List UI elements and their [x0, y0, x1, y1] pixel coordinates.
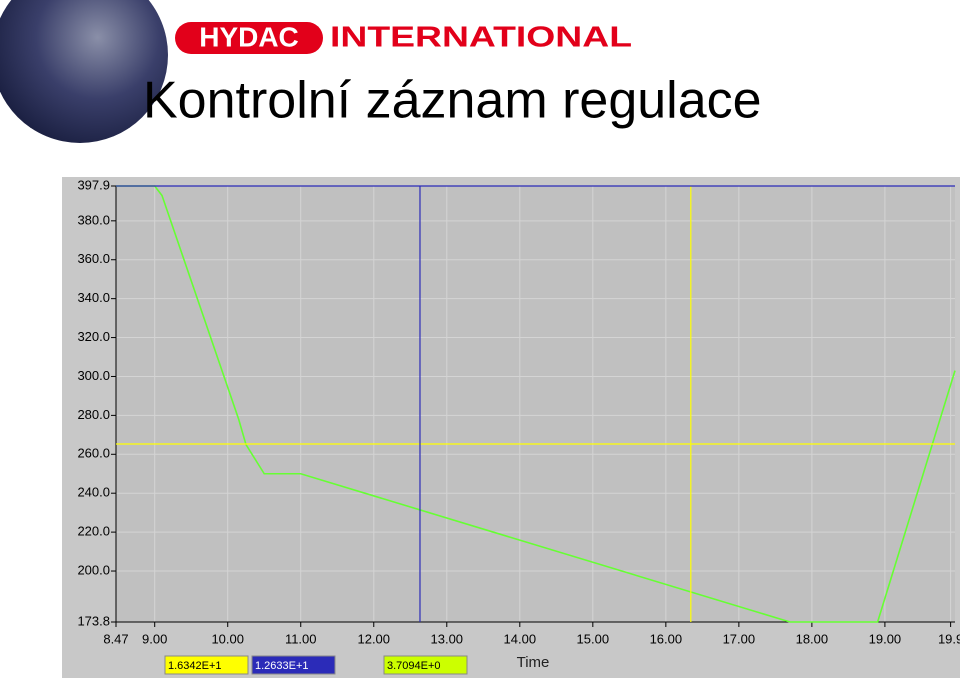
cursor-readout-box: [164, 655, 249, 675]
brand-badge: [175, 22, 323, 54]
cursor-readout: 1.6342E+1: [168, 660, 222, 672]
y-tick-label: 300.0: [77, 368, 110, 383]
brand-suffix: INTERNATIONAL: [330, 22, 632, 54]
x-tick-label: 19.00: [869, 631, 902, 646]
y-tick-label: 173.8: [77, 613, 110, 628]
x-tick-label: 11.00: [285, 631, 317, 646]
y-tick-label: 340.0: [77, 290, 110, 305]
readout-box: [383, 655, 468, 675]
x-tick-label: 8.47: [103, 631, 128, 646]
data-line: [116, 185, 956, 623]
x-tick-label: 15.00: [577, 631, 610, 646]
y-tick-label: 397.9: [77, 177, 110, 192]
plot: 173.8 200.0 220.0 240.0 260.0 280.0 300.0 320.0…: [77, 177, 960, 675]
y-tick-label: 200.0: [77, 562, 110, 577]
x-tick-label: 10.00: [211, 631, 244, 646]
y-tick-label: 260.0: [77, 446, 110, 461]
y-tick-label: 220.0: [77, 524, 110, 539]
x-tick-label: 16.00: [650, 631, 683, 646]
x-axis-label: Time: [517, 654, 550, 671]
x-tick-label: 14.00: [504, 631, 537, 646]
slide-title: Kontrolní záznam regulace: [143, 72, 762, 130]
x-tick-label: 18.00: [796, 631, 829, 646]
y-tick-label: 360.0: [77, 251, 110, 266]
y-tick-label: 240.0: [77, 485, 110, 500]
x-tick-label: 13.00: [431, 631, 464, 646]
brand: HYDAC: [199, 21, 299, 52]
logo-globe: [0, 0, 168, 143]
y-tick-label: 280.0: [77, 407, 110, 422]
y-tick-label: 380.0: [77, 212, 110, 227]
x-tick-label: 17.00: [723, 631, 756, 646]
cursor-readout: 1.2633E+1: [255, 660, 309, 672]
plot-area: [116, 186, 955, 622]
x-tick-label: 19.9: [938, 631, 960, 646]
cursor-readout-box: [251, 655, 336, 675]
x-tick-label: 9.00: [142, 631, 167, 646]
readout: 3.7094E+0: [387, 660, 441, 672]
x-tick-label: 12.00: [357, 631, 390, 646]
y-tick-label: 320.0: [77, 329, 110, 344]
